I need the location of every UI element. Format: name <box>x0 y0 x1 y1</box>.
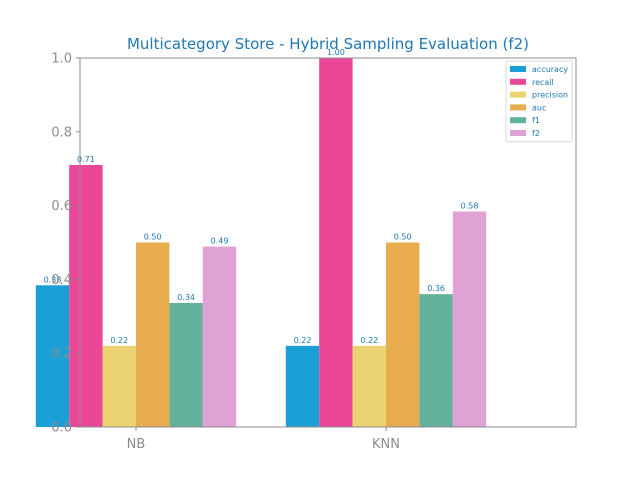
bar-label-f1-nb: 0.34 <box>177 293 195 302</box>
bar-f1-knn <box>419 294 453 427</box>
bar-label-f1-knn: 0.36 <box>427 284 445 293</box>
bar-precision-nb <box>102 345 136 427</box>
legend-swatch-f1 <box>510 117 526 124</box>
bar-label-accuracy-nb: 0.38 <box>44 275 62 284</box>
legend-label-accuracy: accuracy <box>532 65 568 74</box>
legend-swatch-accuracy <box>510 66 526 72</box>
plot-frame <box>79 57 577 428</box>
bars-group <box>35 58 487 427</box>
bar-accuracy-nb <box>35 285 70 427</box>
bar-label-f2-nb: 0.49 <box>211 237 229 246</box>
bar-label-recall-nb: 0.71 <box>77 155 95 164</box>
bar-recall-nb <box>69 165 103 427</box>
legend-swatch-precision <box>510 91 526 98</box>
legend-swatch-recall <box>510 78 526 85</box>
y-tick-label: 1.0 <box>51 52 72 67</box>
bar-f2-knn <box>452 211 487 427</box>
y-tick-label: 0.0 <box>51 421 72 436</box>
bar-precision-knn <box>352 345 386 427</box>
legend-label-recall: recall <box>532 78 554 87</box>
legend-label-auc: auc <box>532 103 546 112</box>
bar-label-precision-nb: 0.22 <box>110 336 128 345</box>
bar-label-accuracy-knn: 0.22 <box>294 336 312 345</box>
bar-auc-knn <box>386 242 420 427</box>
legend-label-precision: precision <box>532 91 568 100</box>
y-tick-label: 0.8 <box>51 125 72 140</box>
y-tick-label: 0.2 <box>51 347 72 362</box>
legend-swatch-f2 <box>510 130 526 136</box>
bar-auc-nb <box>136 242 170 427</box>
bar-f1-nb <box>169 303 203 427</box>
x-axis: NB KNN <box>127 427 400 452</box>
y-tick-label: 0.4 <box>51 273 72 288</box>
bar-f2-nb <box>202 246 237 427</box>
x-tick-label-nb: NB <box>127 437 146 452</box>
bar-recall-knn <box>319 58 353 427</box>
bar-label-auc-knn: 0.50 <box>394 233 412 242</box>
chart-title: Multicategory Store - Hybrid Sampling Ev… <box>127 35 529 53</box>
legend: accuracy recall precision auc f1 f2 <box>505 60 573 143</box>
bar-accuracy-knn <box>285 345 320 427</box>
bar-label-precision-knn: 0.22 <box>360 336 378 345</box>
bar-label-recall-knn: 1.00 <box>327 48 345 57</box>
y-axis: 0.0 0.2 0.4 0.6 0.8 1.0 <box>51 52 80 436</box>
legend-swatch-auc <box>510 104 526 111</box>
x-tick-label-knn: KNN <box>372 437 400 452</box>
bar-labels-group: 0.38 0.22 0.71 1.00 0.22 0.22 0.50 0.50 0.34 0.36… <box>44 48 479 345</box>
legend-label-f1: f1 <box>532 116 540 125</box>
bar-label-f2-knn: 0.58 <box>461 202 479 211</box>
y-tick-label: 0.6 <box>51 199 72 214</box>
legend-label-f2: f2 <box>532 129 540 138</box>
bar-label-auc-nb: 0.50 <box>144 233 162 242</box>
